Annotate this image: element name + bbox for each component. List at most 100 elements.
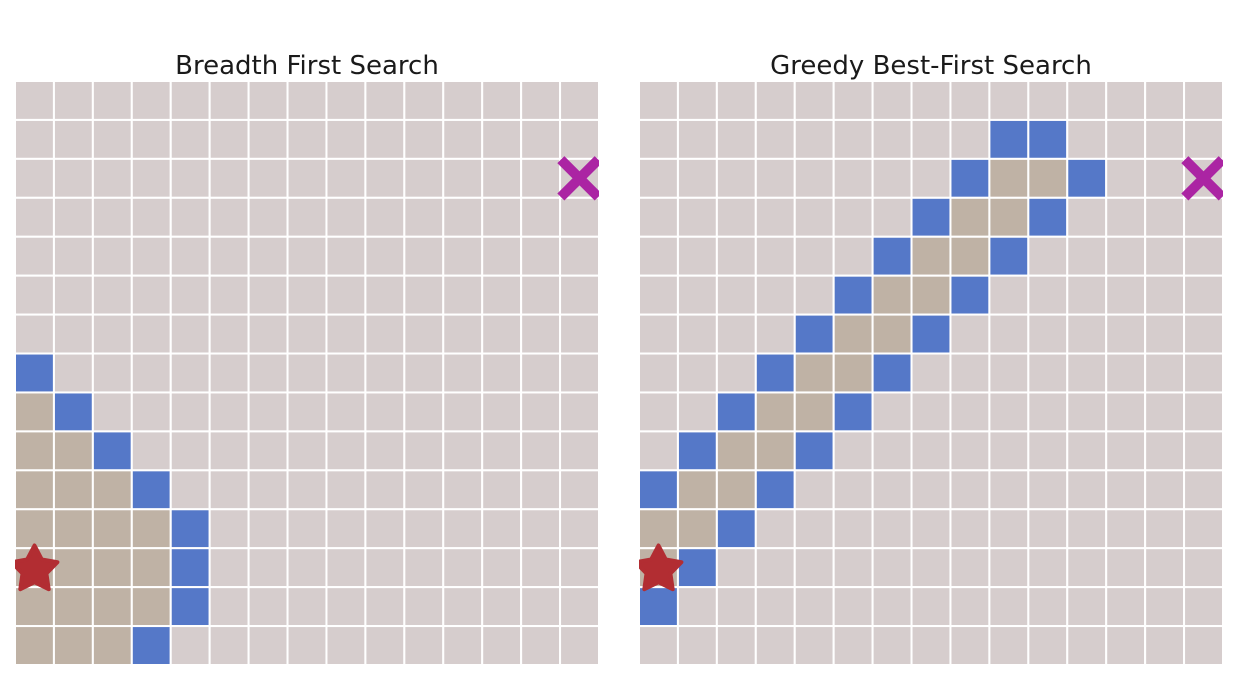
empty-cell: [325, 118, 367, 160]
empty-cell: [1105, 391, 1147, 433]
empty-cell: [1144, 274, 1186, 316]
empty-cell: [286, 430, 328, 472]
empty-cell: [442, 313, 484, 355]
visited-cell: [15, 430, 55, 472]
visited-cell: [15, 469, 55, 511]
empty-cell: [247, 81, 289, 121]
empty-cell: [208, 196, 250, 238]
empty-cell: [52, 81, 94, 121]
frontier-cell: [130, 625, 172, 665]
empty-cell: [559, 81, 599, 121]
empty-cell: [1183, 274, 1223, 316]
empty-cell: [1183, 391, 1223, 433]
empty-cell: [1066, 469, 1108, 511]
empty-cell: [1183, 352, 1223, 394]
empty-cell: [832, 469, 874, 511]
empty-cell: [520, 313, 562, 355]
frontier-cell: [130, 469, 172, 511]
empty-cell: [403, 313, 445, 355]
empty-cell: [520, 508, 562, 550]
empty-cell: [325, 313, 367, 355]
visited-cell: [91, 586, 133, 628]
empty-cell: [481, 274, 523, 316]
empty-cell: [1105, 313, 1147, 355]
empty-cell: [481, 196, 523, 238]
empty-cell: [988, 274, 1030, 316]
empty-cell: [442, 81, 484, 121]
empty-cell: [208, 625, 250, 665]
frontier-cell: [832, 391, 874, 433]
empty-cell: [364, 157, 406, 199]
empty-cell: [130, 157, 172, 199]
empty-cell: [988, 508, 1030, 550]
empty-cell: [910, 157, 952, 199]
frontier-cell: [91, 430, 133, 472]
empty-cell: [130, 391, 172, 433]
empty-cell: [481, 81, 523, 121]
empty-cell: [169, 352, 211, 394]
empty-cell: [403, 508, 445, 550]
empty-cell: [520, 352, 562, 394]
frontier-cell: [988, 118, 1030, 160]
empty-cell: [676, 391, 718, 433]
empty-cell: [169, 469, 211, 511]
empty-cell: [559, 625, 599, 665]
empty-cell: [949, 625, 991, 665]
empty-cell: [520, 430, 562, 472]
empty-cell: [676, 118, 718, 160]
empty-cell: [91, 118, 133, 160]
empty-cell: [52, 118, 94, 160]
empty-cell: [1027, 625, 1069, 665]
empty-cell: [1144, 469, 1186, 511]
empty-cell: [832, 586, 874, 628]
empty-cell: [208, 235, 250, 277]
empty-cell: [481, 313, 523, 355]
empty-cell: [403, 274, 445, 316]
empty-cell: [1105, 157, 1147, 199]
empty-cell: [1144, 235, 1186, 277]
empty-cell: [1105, 352, 1147, 394]
visited-cell: [871, 313, 913, 355]
empty-cell: [910, 508, 952, 550]
empty-cell: [949, 586, 991, 628]
empty-cell: [52, 235, 94, 277]
empty-cell: [715, 196, 757, 238]
empty-cell: [247, 313, 289, 355]
frontier-cell: [169, 508, 211, 550]
empty-cell: [247, 625, 289, 665]
empty-cell: [364, 274, 406, 316]
empty-cell: [871, 469, 913, 511]
empty-cell: [208, 81, 250, 121]
empty-cell: [871, 586, 913, 628]
empty-cell: [520, 118, 562, 160]
empty-cell: [247, 391, 289, 433]
empty-cell: [442, 352, 484, 394]
visited-cell: [832, 352, 874, 394]
visited-cell: [988, 157, 1030, 199]
frontier-cell: [1066, 157, 1108, 199]
frontier-cell: [715, 391, 757, 433]
empty-cell: [286, 547, 328, 589]
empty-cell: [832, 81, 874, 121]
empty-cell: [286, 352, 328, 394]
visited-cell: [949, 196, 991, 238]
empty-cell: [988, 313, 1030, 355]
empty-cell: [286, 81, 328, 121]
empty-cell: [403, 352, 445, 394]
empty-cell: [247, 430, 289, 472]
empty-cell: [403, 81, 445, 121]
empty-cell: [1066, 430, 1108, 472]
empty-cell: [988, 586, 1030, 628]
empty-cell: [1105, 469, 1147, 511]
empty-cell: [91, 196, 133, 238]
frontier-cell: [1027, 196, 1069, 238]
empty-cell: [639, 352, 679, 394]
empty-cell: [286, 313, 328, 355]
empty-cell: [1183, 547, 1223, 589]
empty-cell: [403, 157, 445, 199]
empty-cell: [559, 274, 599, 316]
empty-cell: [325, 235, 367, 277]
empty-cell: [754, 235, 796, 277]
empty-cell: [910, 118, 952, 160]
empty-cell: [715, 547, 757, 589]
